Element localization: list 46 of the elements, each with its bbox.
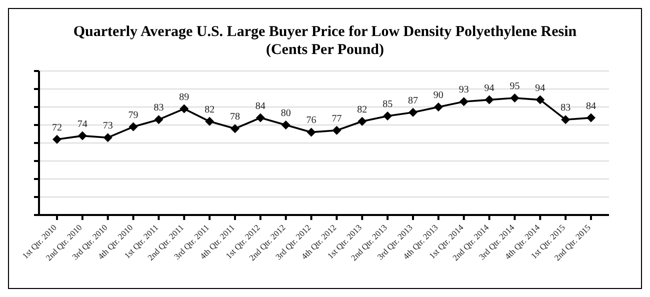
- point: [306, 128, 316, 137]
- chart-title: Quarterly Average U.S. Large Buyer Price for Low Density Polyethylene Resin: [72, 23, 578, 41]
- data-label: 74: [77, 118, 88, 130]
- point: [103, 133, 112, 142]
- point: [484, 95, 494, 104]
- data-label: 94: [535, 82, 546, 94]
- data-label: 90: [433, 90, 444, 101]
- data-label: 89: [179, 92, 190, 103]
- data-label: 87: [408, 95, 418, 106]
- data-label: 83: [154, 102, 164, 114]
- point: [408, 108, 418, 117]
- data-label: 72: [52, 122, 62, 134]
- point: [434, 102, 443, 112]
- data-label: 73: [102, 120, 113, 132]
- data-label: 83: [560, 102, 571, 114]
- point: [383, 112, 392, 120]
- point: [510, 94, 520, 102]
- data-label: 95: [510, 81, 520, 92]
- point: [281, 120, 290, 130]
- data-label: 77: [332, 113, 342, 124]
- point: [459, 97, 468, 106]
- data-label: 80: [280, 108, 291, 119]
- point: [154, 115, 164, 124]
- point: [128, 122, 138, 132]
- point: [358, 116, 367, 126]
- chart-subtitle: (Cents Per Pound): [264, 41, 386, 59]
- point: [256, 113, 265, 122]
- data-label: 93: [458, 84, 469, 96]
- point: [561, 115, 570, 124]
- data-label: 82: [357, 104, 368, 116]
- data-label: 84: [586, 100, 596, 112]
- point: [205, 116, 214, 126]
- data-label: 78: [230, 112, 240, 123]
- data-label: 76: [306, 115, 316, 126]
- point: [52, 134, 62, 144]
- data-label: 85: [382, 99, 393, 110]
- data-label: 79: [128, 110, 138, 121]
- data-label: 84: [255, 100, 266, 112]
- data-label: 94: [484, 82, 494, 94]
- point: [586, 113, 596, 122]
- point: [332, 126, 342, 135]
- point: [230, 124, 240, 134]
- point: [180, 104, 189, 114]
- point: [536, 95, 545, 104]
- data-label: 82: [204, 104, 215, 116]
- point: [78, 131, 87, 140]
